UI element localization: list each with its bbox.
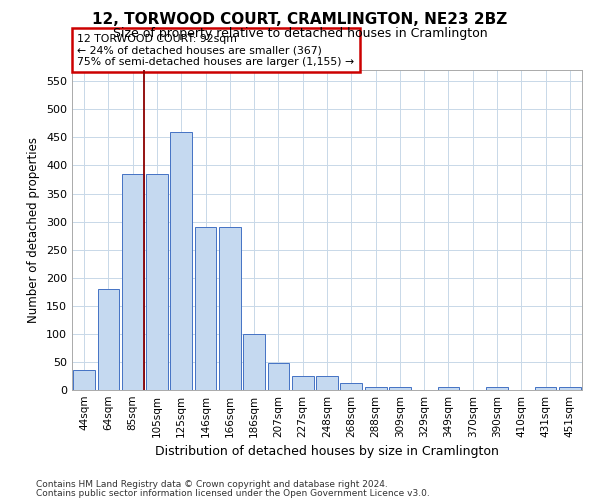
Bar — [97, 289, 119, 390]
Bar — [194, 227, 217, 390]
Bar — [559, 387, 581, 390]
Text: 12 TORWOOD COURT: 92sqm
← 24% of detached houses are smaller (367)
75% of semi-d: 12 TORWOOD COURT: 92sqm ← 24% of detache… — [77, 34, 354, 67]
Bar — [486, 387, 508, 390]
Text: 12, TORWOOD COURT, CRAMLINGTON, NE23 2BZ: 12, TORWOOD COURT, CRAMLINGTON, NE23 2BZ — [92, 12, 508, 28]
Bar — [365, 387, 386, 390]
Y-axis label: Number of detached properties: Number of detached properties — [28, 137, 40, 323]
Bar — [340, 382, 362, 390]
Text: Contains HM Land Registry data © Crown copyright and database right 2024.: Contains HM Land Registry data © Crown c… — [36, 480, 388, 489]
Bar — [122, 174, 143, 390]
Bar — [268, 363, 289, 390]
Bar — [292, 376, 314, 390]
X-axis label: Distribution of detached houses by size in Cramlington: Distribution of detached houses by size … — [155, 446, 499, 458]
Bar — [437, 387, 460, 390]
Bar — [389, 387, 411, 390]
Bar — [219, 227, 241, 390]
Bar — [243, 334, 265, 390]
Bar — [73, 370, 95, 390]
Bar — [316, 376, 338, 390]
Bar — [535, 387, 556, 390]
Text: Contains public sector information licensed under the Open Government Licence v3: Contains public sector information licen… — [36, 488, 430, 498]
Bar — [146, 174, 168, 390]
Text: Size of property relative to detached houses in Cramlington: Size of property relative to detached ho… — [113, 28, 487, 40]
Bar — [170, 132, 192, 390]
